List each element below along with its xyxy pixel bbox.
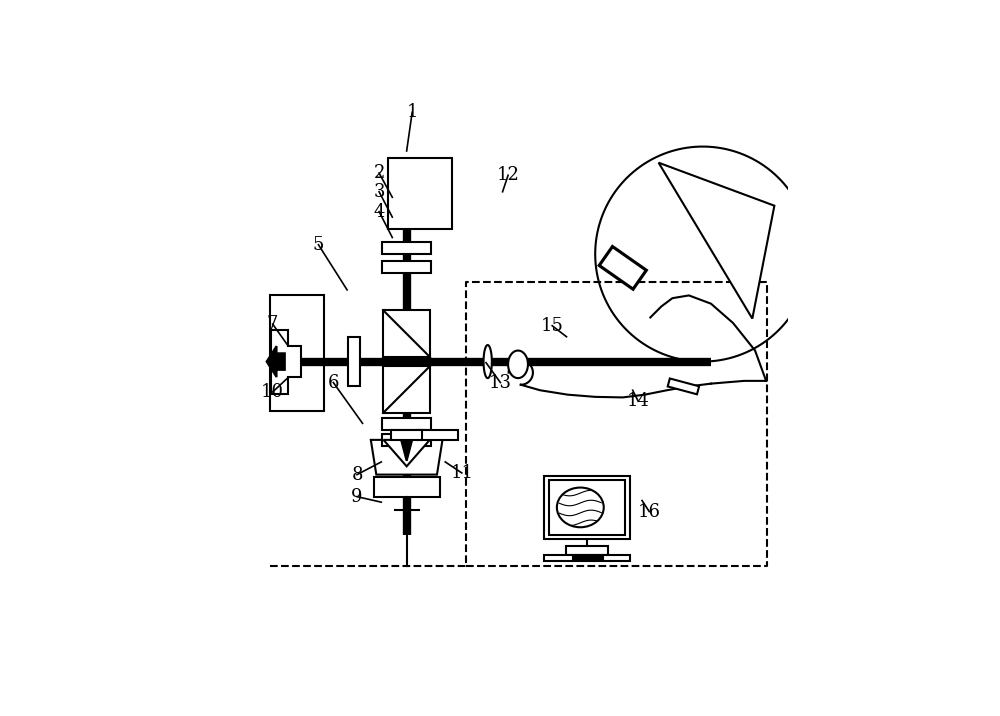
Bar <box>382 434 431 446</box>
Text: 10: 10 <box>261 383 284 401</box>
Bar <box>382 261 431 274</box>
Text: 7: 7 <box>267 315 278 333</box>
Bar <box>566 546 608 554</box>
Polygon shape <box>401 440 412 461</box>
Bar <box>382 242 431 254</box>
Text: 8: 8 <box>351 465 363 483</box>
Text: 16: 16 <box>638 503 661 521</box>
Text: 6: 6 <box>328 374 339 392</box>
Text: 12: 12 <box>497 166 520 184</box>
Polygon shape <box>484 345 492 378</box>
Bar <box>383 366 430 413</box>
Text: 14: 14 <box>627 392 650 410</box>
Bar <box>391 430 422 440</box>
Bar <box>388 158 452 229</box>
Bar <box>374 478 440 497</box>
Bar <box>573 556 603 560</box>
Polygon shape <box>270 296 324 411</box>
Polygon shape <box>267 346 285 377</box>
Text: 9: 9 <box>351 488 363 505</box>
Text: 15: 15 <box>541 316 564 335</box>
Polygon shape <box>383 440 430 466</box>
Bar <box>383 310 430 357</box>
Text: 4: 4 <box>373 203 385 221</box>
Text: 11: 11 <box>450 464 473 482</box>
Text: 2: 2 <box>373 164 385 182</box>
Polygon shape <box>599 246 646 289</box>
Text: 1: 1 <box>406 103 418 122</box>
Bar <box>549 480 625 535</box>
Text: 5: 5 <box>313 236 324 253</box>
Polygon shape <box>668 379 699 395</box>
Bar <box>417 430 458 440</box>
Bar <box>348 337 360 387</box>
Polygon shape <box>271 329 301 394</box>
Text: 13: 13 <box>489 374 512 392</box>
Text: 3: 3 <box>373 183 385 200</box>
Polygon shape <box>659 163 774 319</box>
Polygon shape <box>371 440 442 475</box>
Polygon shape <box>508 351 528 378</box>
Bar <box>382 418 431 430</box>
Bar <box>544 554 630 561</box>
Bar <box>544 475 630 539</box>
